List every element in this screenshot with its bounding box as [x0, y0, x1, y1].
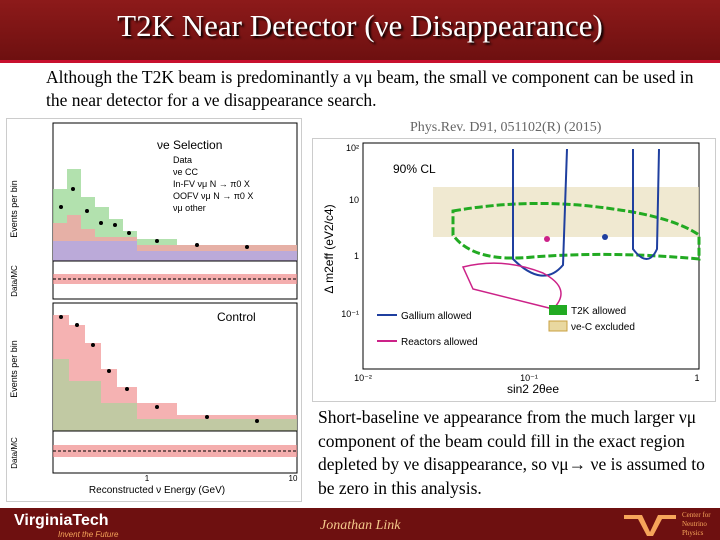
xtick-1: 1	[145, 474, 150, 483]
ytick-1: 1	[354, 251, 359, 261]
xtick-10: 10	[289, 474, 298, 483]
xtick-1: 1	[694, 373, 699, 383]
gallium-contour-2	[632, 148, 660, 260]
vt-mark-icon	[624, 515, 676, 536]
nue-c-legend-swatch	[548, 320, 568, 332]
legend-nue-cc: νe CC	[173, 167, 199, 177]
legend-t2k: T2K allowed	[571, 306, 626, 317]
events-axis-label-bottom: Events per bin	[9, 340, 19, 398]
reactor-best-fit	[544, 236, 550, 242]
legend-infv: In-FV νμ N → π0 X	[173, 179, 250, 189]
legend-nue-c: νe-C excluded	[571, 322, 635, 333]
reactors-contour	[461, 262, 562, 310]
control-label: Control	[217, 310, 256, 324]
energy-axis-label: Reconstructed ν Energy (GeV)	[89, 485, 225, 496]
xtick-0-01: 10⁻²	[354, 373, 372, 383]
ratio-axis-label-bottom: Data/MC	[10, 437, 19, 469]
numu-other-area	[53, 241, 297, 261]
legend-data: Data	[173, 155, 192, 165]
t2k-allowed-contour	[451, 201, 701, 261]
legend-reactors: Reactors allowed	[401, 337, 478, 348]
mass-axis-label: Δ m2eff (eV2/c4)	[322, 204, 336, 293]
legend-gallium: Gallium allowed	[401, 311, 472, 322]
exclusion-figure: 90% CL Δ m2eff (eV2/c4) sin2 2θee 10² 10…	[312, 138, 716, 402]
footer-bar	[0, 508, 720, 540]
xtick-0-1: 10⁻¹	[520, 373, 538, 383]
legend-oofv: OOFV νμ N → π0 X	[173, 191, 253, 201]
mixing-axis-label: sin2 2θee	[507, 382, 559, 396]
ytick-10: 10	[349, 195, 359, 205]
intro-paragraph: Although the T2K beam is predominantly a…	[46, 67, 694, 110]
virginia-tech-logo: VirginiaTech	[14, 512, 109, 529]
legend-numu-other: νμ other	[173, 203, 206, 213]
center-name: Center for Neutrino Physics	[682, 511, 711, 537]
spectra-legend: Data νe CC In-FV νμ N → π0 X OOFV νμ N →…	[173, 155, 253, 213]
ratio-axis-label-top: Data/MC	[10, 265, 19, 297]
selection-label: νe Selection	[157, 138, 222, 152]
title-bar	[0, 0, 720, 63]
outro-paragraph: Short-baseline νe appearance from the mu…	[318, 407, 705, 498]
control-data-points	[59, 315, 259, 423]
slide-title: T2K Near Detector (νe Disappearance)	[117, 8, 603, 43]
gallium-contour	[512, 148, 568, 277]
control-nue-area	[53, 359, 297, 431]
cl-label: 90% CL	[393, 162, 436, 176]
ytick-100: 10²	[346, 143, 359, 153]
spectra-figure: νe Selection Control Events per bin Even…	[6, 118, 302, 502]
virginia-tech-tagline: Invent the Future	[58, 530, 119, 539]
selection-data-points	[59, 187, 249, 249]
control-infv-area	[53, 315, 297, 431]
presenter-name: Jonathan Link	[320, 518, 401, 533]
reference: Phys.Rev. D91, 051102(R) (2015)	[410, 120, 602, 135]
gallium-best-fit	[602, 234, 608, 240]
t2k-legend-swatch	[549, 305, 567, 315]
ytick-0-1: 10⁻¹	[341, 309, 359, 319]
events-axis-label-top: Events per bin	[9, 180, 19, 238]
